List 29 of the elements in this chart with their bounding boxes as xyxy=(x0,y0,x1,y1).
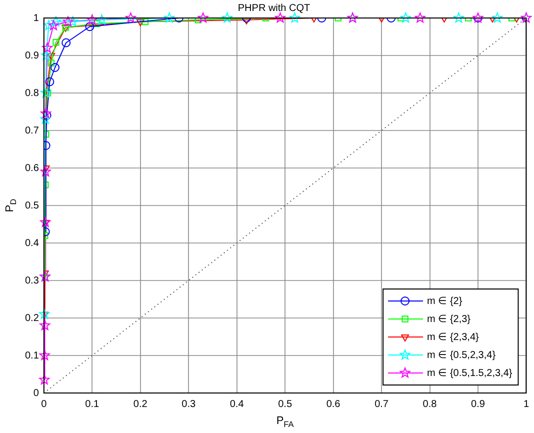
y-tick-label: 1 xyxy=(33,12,40,24)
x-tick-label: 0.2 xyxy=(133,398,148,410)
y-tick-label: 0.3 xyxy=(24,275,40,286)
legend-label: m ∈ {2} xyxy=(427,296,463,307)
x-tick-label: 0.6 xyxy=(326,398,341,410)
y-tick-label: 0.8 xyxy=(24,88,40,99)
x-tick-label: 0.4 xyxy=(230,398,244,410)
x-tick-label: 0.5 xyxy=(278,398,292,410)
y-tick-label: 0.6 xyxy=(24,162,40,174)
y-axis-title: PD xyxy=(4,198,18,212)
chart-title: PHPR with CQT xyxy=(238,2,310,14)
x-tick-label: 0.1 xyxy=(85,398,100,410)
x-tick-label: 0 xyxy=(41,398,48,410)
x-tick-label: 1 xyxy=(523,398,530,410)
y-tick-label: 0.7 xyxy=(24,125,40,136)
x-tick-label: 0.3 xyxy=(182,398,196,410)
legend-label: m ∈ {0.5,2,3,4} xyxy=(427,350,496,361)
x-tick-label: 0.7 xyxy=(374,398,389,410)
legend-label: m ∈ {2,3,4} xyxy=(427,332,480,343)
y-tick-label: 0.1 xyxy=(24,350,40,362)
legend-label: m ∈ {0.5,1.5,2,3,4} xyxy=(427,368,513,379)
y-tick-label: 0 xyxy=(33,388,40,399)
y-tick-label: 0.5 xyxy=(24,200,40,212)
y-tick-label: 0.2 xyxy=(24,312,40,324)
x-tick-label: 0.8 xyxy=(422,398,438,410)
x-tick-label: 0.9 xyxy=(471,398,486,410)
legend-label: m ∈ {2,3} xyxy=(427,314,472,325)
y-tick-label: 0.4 xyxy=(24,238,40,249)
y-tick-label: 0.9 xyxy=(24,50,40,62)
